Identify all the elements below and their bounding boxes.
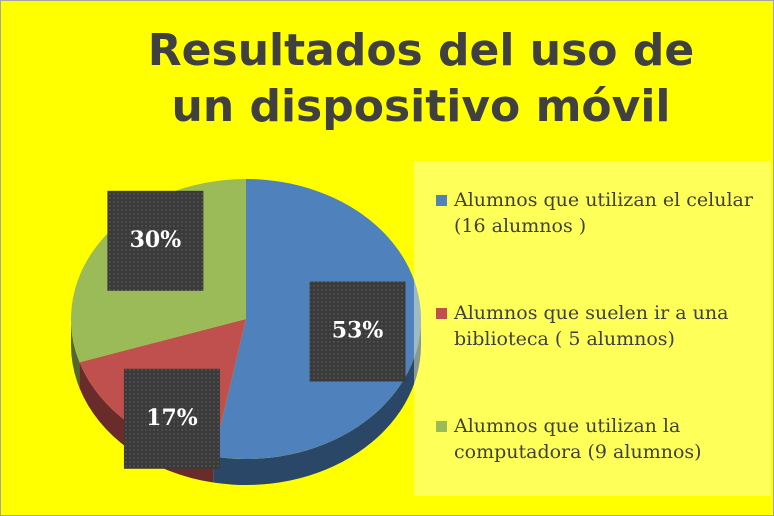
pie-side [213, 319, 421, 485]
data-label-box [123, 368, 220, 469]
legend-item: Alumnos que suelen ir a una biblioteca (… [436, 300, 773, 352]
legend-label: Alumnos que suelen ir a una biblioteca (… [454, 302, 729, 350]
legend-swatch [436, 308, 447, 319]
data-label: 17% [146, 405, 198, 431]
legend-swatch [436, 195, 447, 206]
chart-title: Resultados del uso de un dispositivo móv… [147, 25, 695, 132]
data-label-box [107, 190, 204, 291]
pie-side [71, 319, 80, 389]
data-label: 30% [130, 227, 182, 253]
data-label-box [309, 281, 406, 382]
legend-item: Alumnos que utilizan la computadora (9 a… [436, 413, 773, 465]
legend-item: Alumnos que utilizan el celular (16 alum… [436, 187, 773, 239]
legend-label: Alumnos que utilizan el celular (16 alum… [454, 189, 753, 237]
data-label: 53% [332, 318, 384, 344]
legend: Alumnos que utilizan el celular (16 alum… [414, 161, 771, 496]
legend-swatch [436, 421, 447, 432]
legend-label: Alumnos que utilizan la computadora (9 a… [454, 415, 702, 463]
